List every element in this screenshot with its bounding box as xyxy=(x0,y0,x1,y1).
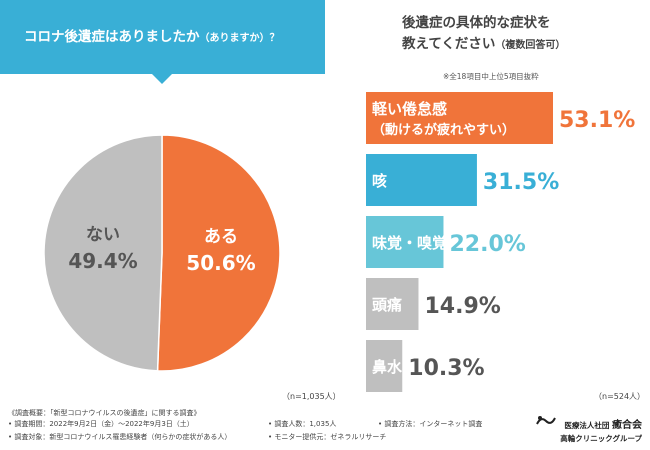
right-header: 後遺症の具体的な症状を 教えてください（複数回答可） xyxy=(325,0,650,74)
survey-overview: 《調査概要：「新型コロナウイルスの後遺症」に関する調査》 xyxy=(8,409,201,417)
survey-period: • 調査期間：2022年9月2日（金）〜2022年9月3日（土） xyxy=(8,420,194,428)
bar-1 xyxy=(366,92,553,144)
survey-count: • 調査人数：1,035人 xyxy=(268,420,337,428)
survey-monitor: • モニター提供元：ゼネラルリサーチ xyxy=(268,433,387,441)
header-pointer xyxy=(152,74,172,84)
pie-slice-yes xyxy=(156,134,281,372)
bar-label-sub: （動けるが疲れやすい） xyxy=(372,122,515,138)
top5-note: ※全18項目中上位5項目抜粋 xyxy=(443,72,539,81)
pie-slice-value: 50.6% xyxy=(186,251,255,275)
bar-value: 10.3% xyxy=(408,356,484,381)
bar-4 xyxy=(366,278,419,330)
left-header-banner: コロナ後遺症はありましたか（ありますか）？ xyxy=(0,0,325,74)
bar-question: 後遺症の具体的な症状を 教えてください（複数回答可） xyxy=(402,15,566,52)
pie-slice-label: ない xyxy=(86,225,120,245)
pie-sample-size: （n=1,035人） xyxy=(282,392,341,401)
clinic-group: 高輪クリニックグループ xyxy=(560,434,642,443)
bar-label: 咳 xyxy=(372,172,387,190)
bar-value: 53.1% xyxy=(559,108,635,133)
clinic-logo-icon xyxy=(536,416,556,425)
pie-slice-value: 49.4% xyxy=(68,249,137,273)
clinic-name: 医療法人社団 癒合会 xyxy=(564,420,642,431)
pie-slice-label: ある xyxy=(204,227,238,247)
bar-2 xyxy=(366,154,477,206)
pie-chart: ある 50.6% ない 49.4% xyxy=(43,134,281,372)
bar-sample-size: （n=524人） xyxy=(594,392,646,401)
survey-subjects: • 調査対象：新型コロナウイルス罹患経験者（何らかの症状がある人） xyxy=(8,433,232,441)
bar-label: 味覚・嗅覚障害 xyxy=(372,234,477,252)
survey-method: • 調査方法：インターネット調査 xyxy=(378,420,483,428)
pie-question: コロナ後遺症はありましたか（ありますか）？ xyxy=(24,29,280,45)
bar-value: 22.0% xyxy=(449,232,525,257)
pie-slice-no xyxy=(43,134,163,372)
bar-label: 頭痛 xyxy=(372,296,402,314)
bar-label: 鼻水・鼻づまり xyxy=(372,358,477,376)
bar-label: 軽い倦怠感 xyxy=(372,100,447,118)
bar-value: 14.9% xyxy=(424,294,500,319)
bar-value: 31.5% xyxy=(483,170,559,195)
bar-5 xyxy=(366,340,403,392)
bar-3 xyxy=(366,216,444,268)
